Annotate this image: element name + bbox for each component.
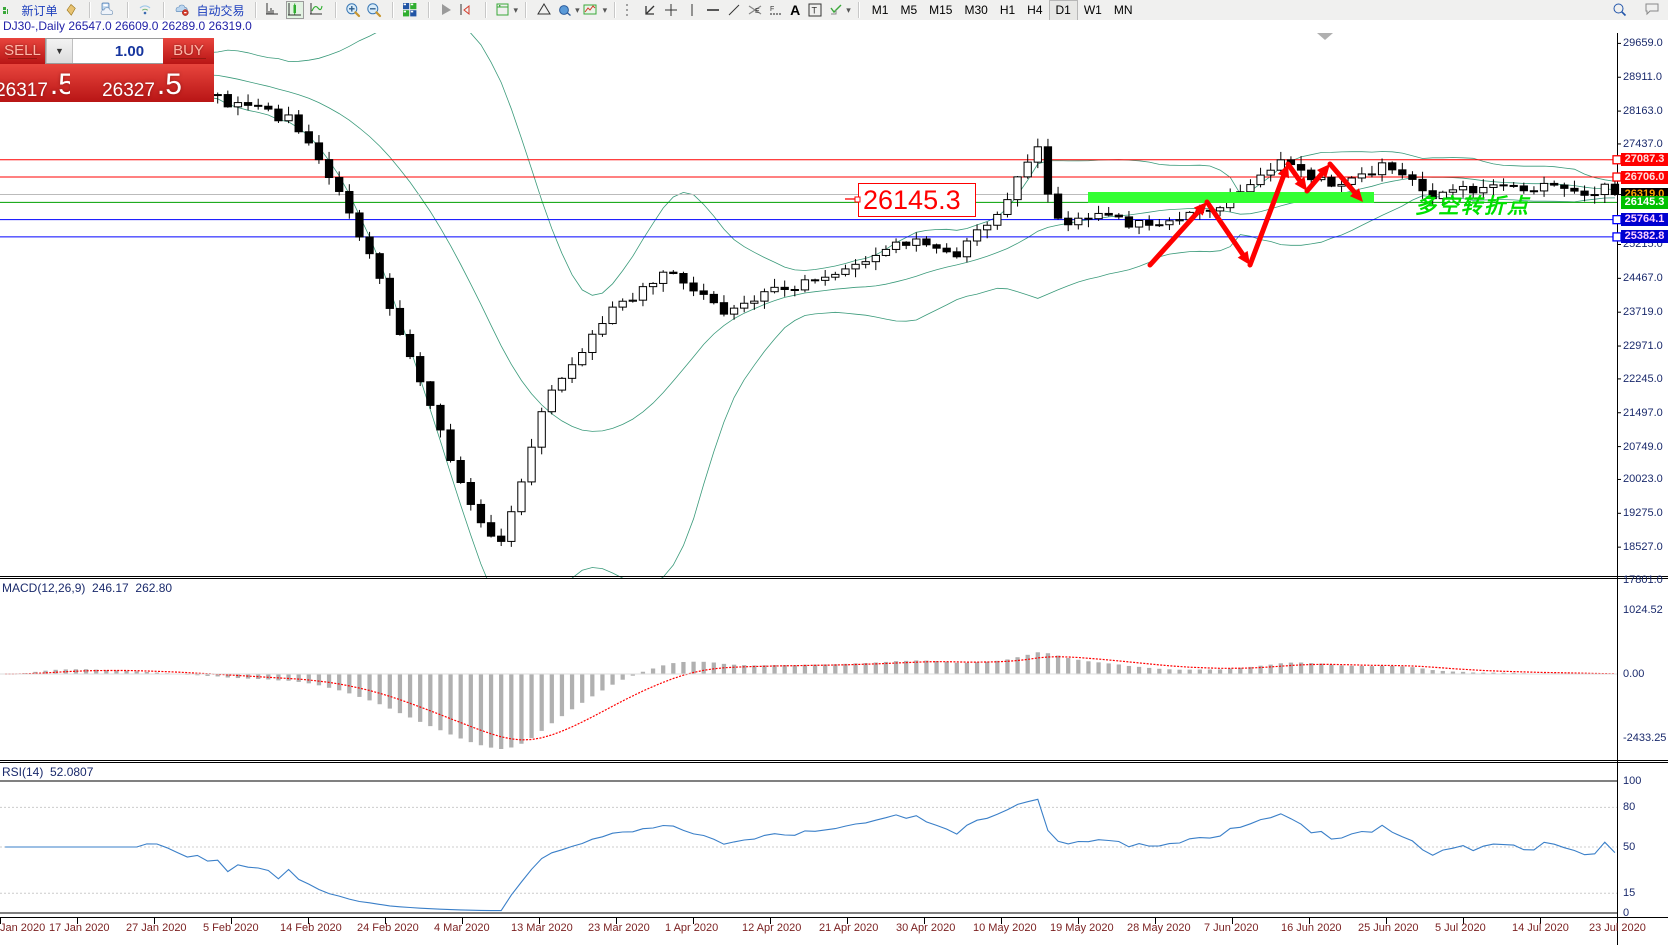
- svg-text:E: E: [755, 8, 760, 15]
- svg-text:T: T: [811, 6, 817, 16]
- svg-text:F: F: [770, 6, 774, 13]
